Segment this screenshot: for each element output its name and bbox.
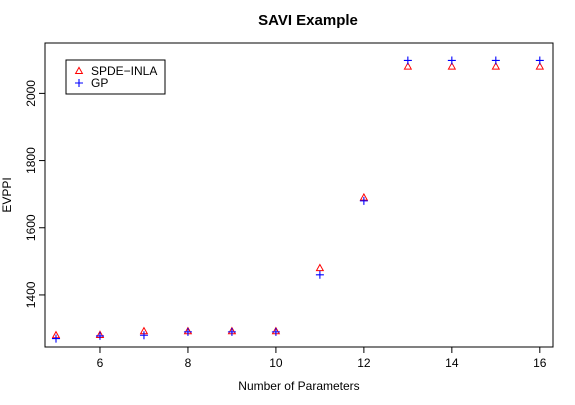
data-point [491, 56, 500, 65]
data-point [139, 331, 148, 340]
data-point [227, 327, 236, 336]
legend-entry-label: GP [91, 76, 108, 90]
data-point [447, 56, 456, 65]
data-point [447, 61, 457, 70]
data-point [315, 270, 324, 279]
y-tick-label: 1400 [24, 281, 38, 308]
y-tick-label: 1800 [24, 147, 38, 174]
data-point [535, 56, 544, 65]
y-axis-label: EVPPI [0, 177, 14, 212]
x-axis: 6 8 10 12 14 16 [97, 347, 547, 370]
data-point [359, 196, 368, 205]
y-tick-label: 1600 [24, 214, 38, 241]
y-axis: 1400 1600 1800 2000 [24, 80, 45, 308]
data-point [183, 327, 192, 336]
data-point [51, 334, 60, 343]
x-axis-label: Number of Parameters [238, 379, 359, 393]
data-point [403, 56, 412, 65]
x-tick-label: 16 [533, 356, 547, 370]
series-gp [51, 56, 544, 343]
data-point [491, 61, 501, 70]
data-point [535, 61, 545, 70]
x-tick-label: 8 [185, 356, 192, 370]
data-point [403, 61, 413, 70]
legend-box [65, 59, 166, 95]
data-points [51, 56, 545, 343]
x-tick-label: 6 [97, 356, 104, 370]
series-spde-inla [51, 61, 545, 339]
data-point [315, 263, 325, 272]
y-tick-label: 2000 [24, 80, 38, 107]
legend-entry-label: SPDE−INLA [91, 64, 157, 78]
plot-area-frame [44, 42, 554, 348]
x-tick-label: 12 [357, 356, 371, 370]
legend-marker [74, 66, 84, 75]
chart-title: SAVI Example [258, 12, 358, 29]
data-point [95, 331, 104, 340]
x-tick-label: 14 [445, 356, 459, 370]
x-tick-label: 10 [269, 356, 283, 370]
legend-marker [75, 79, 83, 87]
data-point [271, 327, 280, 336]
